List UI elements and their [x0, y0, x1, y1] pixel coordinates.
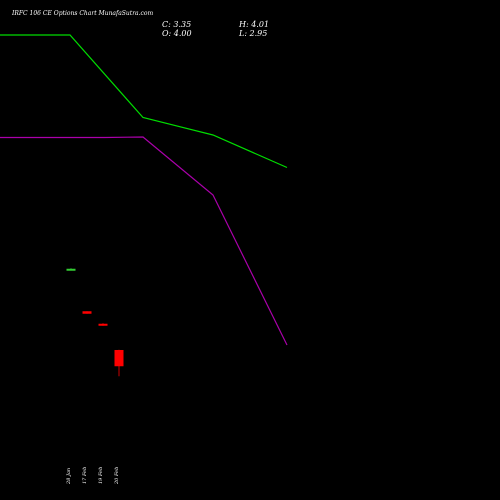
open-value: O: 4.00	[162, 29, 192, 38]
series-line-1	[0, 136, 288, 346]
low-value: L: 2.95	[239, 29, 268, 38]
high-value: H: 4.01	[239, 20, 270, 29]
x-tick-label: 20 Feb	[114, 467, 120, 485]
x-tick-label: 28 Jan	[66, 468, 72, 485]
candle-body-1	[82, 311, 92, 314]
candlesticks	[66, 268, 124, 377]
candle-body-2	[98, 323, 108, 326]
moving-average-lines	[0, 34, 288, 346]
candle-body-0	[66, 268, 76, 271]
x-tick-label: 19 Feb	[98, 467, 104, 484]
series-line-0	[0, 34, 288, 169]
x-axis-labels: 28 Jan 17 Feb 19 Feb 20 Feb	[66, 467, 120, 485]
chart-title: IRFC 106 CE Options Chart MunafaSutra.co…	[12, 10, 154, 17]
close-value: C: 3.35	[162, 20, 192, 29]
x-tick-label: 17 Feb	[82, 467, 88, 484]
candle-body-3	[114, 350, 124, 367]
